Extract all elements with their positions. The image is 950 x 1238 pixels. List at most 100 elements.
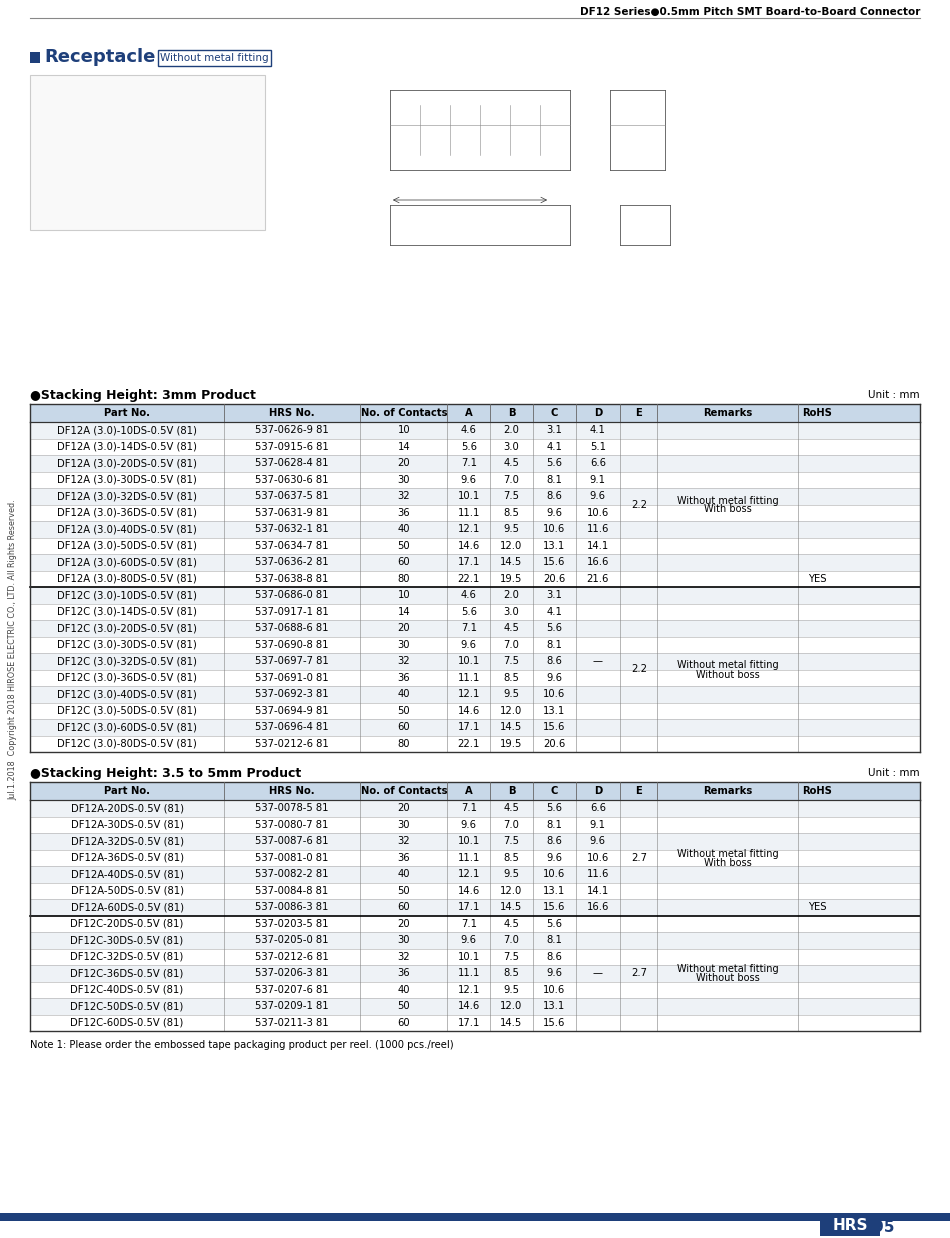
Text: D: D <box>594 409 602 418</box>
Text: 11.6: 11.6 <box>587 869 609 879</box>
Text: 50: 50 <box>397 1002 410 1011</box>
Bar <box>30 587 920 603</box>
Text: 4.6: 4.6 <box>461 425 477 436</box>
Bar <box>30 76 265 230</box>
Text: 11.1: 11.1 <box>458 853 480 863</box>
Text: E: E <box>636 786 642 796</box>
Text: 10.6: 10.6 <box>543 984 565 995</box>
Text: 11.1: 11.1 <box>458 672 480 682</box>
Text: 9.6: 9.6 <box>461 474 477 485</box>
Text: 19.5: 19.5 <box>501 573 522 584</box>
Text: 20: 20 <box>397 803 410 813</box>
Text: C: C <box>550 786 558 796</box>
Text: DF12C-30DS-0.5V (81): DF12C-30DS-0.5V (81) <box>70 935 183 946</box>
Text: 19.5: 19.5 <box>501 739 522 749</box>
Text: E: E <box>636 409 642 418</box>
Bar <box>30 735 920 751</box>
Text: 14.5: 14.5 <box>501 722 522 732</box>
Bar <box>30 849 920 867</box>
Text: 12.1: 12.1 <box>458 524 480 535</box>
Bar <box>30 982 920 998</box>
Text: 2.2: 2.2 <box>631 665 647 675</box>
Text: 20: 20 <box>397 458 410 468</box>
Text: 14.6: 14.6 <box>458 1002 480 1011</box>
Text: 4.1: 4.1 <box>590 425 606 436</box>
Text: 7.5: 7.5 <box>504 952 520 962</box>
Text: 5.6: 5.6 <box>546 919 562 928</box>
Text: DF12A (3.0)-80DS-0.5V (81): DF12A (3.0)-80DS-0.5V (81) <box>57 573 197 584</box>
Text: Without metal fitting: Without metal fitting <box>677 661 779 671</box>
Text: 10.1: 10.1 <box>458 952 480 962</box>
Text: 80: 80 <box>397 573 410 584</box>
Text: 32: 32 <box>397 656 410 666</box>
Bar <box>30 883 920 899</box>
Bar <box>30 404 920 422</box>
Text: 537-0694-9 81: 537-0694-9 81 <box>256 706 329 716</box>
Text: 2.7: 2.7 <box>631 853 647 863</box>
Text: A: A <box>465 409 473 418</box>
Text: Remarks: Remarks <box>703 409 752 418</box>
Text: 17.1: 17.1 <box>458 557 480 567</box>
Text: 7.0: 7.0 <box>504 640 520 650</box>
Text: 2.0: 2.0 <box>504 425 520 436</box>
Text: 9.5: 9.5 <box>504 984 520 995</box>
Text: 14: 14 <box>397 442 410 452</box>
Text: DF12A-30DS-0.5V (81): DF12A-30DS-0.5V (81) <box>70 820 183 829</box>
Text: HRS: HRS <box>832 1218 867 1233</box>
Text: DF12A-20DS-0.5V (81): DF12A-20DS-0.5V (81) <box>70 803 183 813</box>
Text: 8.1: 8.1 <box>546 935 562 946</box>
Text: 32: 32 <box>397 836 410 847</box>
Text: 36: 36 <box>397 508 410 517</box>
Text: 537-0632-1 81: 537-0632-1 81 <box>256 524 329 535</box>
Text: YES: YES <box>808 903 826 912</box>
Text: DF12C-32DS-0.5V (81): DF12C-32DS-0.5V (81) <box>70 952 183 962</box>
Text: 4.5: 4.5 <box>504 458 520 468</box>
Text: 537-0205-0 81: 537-0205-0 81 <box>256 935 329 946</box>
Text: 537-0630-6 81: 537-0630-6 81 <box>256 474 329 485</box>
Text: DF12A (3.0)-36DS-0.5V (81): DF12A (3.0)-36DS-0.5V (81) <box>57 508 197 517</box>
Text: 14.5: 14.5 <box>501 1018 522 1028</box>
Text: 60: 60 <box>397 722 410 732</box>
Text: 9.6: 9.6 <box>546 508 562 517</box>
Text: DF12A (3.0)-50DS-0.5V (81): DF12A (3.0)-50DS-0.5V (81) <box>57 541 197 551</box>
Text: 2.0: 2.0 <box>504 591 520 600</box>
Text: B: B <box>507 786 515 796</box>
Text: 12.1: 12.1 <box>458 869 480 879</box>
Text: 8.5: 8.5 <box>504 672 520 682</box>
Text: 11.1: 11.1 <box>458 968 480 978</box>
Text: 9.6: 9.6 <box>461 820 477 829</box>
Text: Without metal fitting: Without metal fitting <box>677 849 779 859</box>
Text: 12.1: 12.1 <box>458 984 480 995</box>
Text: 537-0638-8 81: 537-0638-8 81 <box>256 573 329 584</box>
Bar <box>370 76 590 184</box>
Text: 36: 36 <box>397 672 410 682</box>
Text: 32: 32 <box>397 952 410 962</box>
Text: 15.6: 15.6 <box>543 903 565 912</box>
Bar <box>30 782 920 800</box>
Text: 537-0634-7 81: 537-0634-7 81 <box>256 541 329 551</box>
Bar <box>30 438 920 456</box>
Text: Without metal fitting: Without metal fitting <box>677 495 779 505</box>
Text: 3.1: 3.1 <box>546 425 562 436</box>
Text: 8.5: 8.5 <box>504 508 520 517</box>
Text: 30: 30 <box>397 935 410 946</box>
Text: 9.5: 9.5 <box>504 524 520 535</box>
Bar <box>30 505 920 521</box>
Text: 9.6: 9.6 <box>590 836 606 847</box>
Text: 7.0: 7.0 <box>504 474 520 485</box>
Text: 9.6: 9.6 <box>546 853 562 863</box>
Bar <box>30 456 920 472</box>
Text: ●Stacking Height: 3mm Product: ●Stacking Height: 3mm Product <box>30 389 256 401</box>
Text: RoHS: RoHS <box>802 409 832 418</box>
Text: 9.6: 9.6 <box>546 968 562 978</box>
Bar <box>30 998 920 1014</box>
Bar <box>30 553 920 571</box>
Text: 7.0: 7.0 <box>504 820 520 829</box>
Text: 10.6: 10.6 <box>587 508 609 517</box>
Text: 50: 50 <box>397 541 410 551</box>
Text: 5.1: 5.1 <box>590 442 606 452</box>
Text: With boss: With boss <box>704 858 751 868</box>
Text: DF12A (3.0)-32DS-0.5V (81): DF12A (3.0)-32DS-0.5V (81) <box>57 491 197 501</box>
Text: 537-0628-4 81: 537-0628-4 81 <box>256 458 329 468</box>
Text: DF12C (3.0)-50DS-0.5V (81): DF12C (3.0)-50DS-0.5V (81) <box>57 706 197 716</box>
